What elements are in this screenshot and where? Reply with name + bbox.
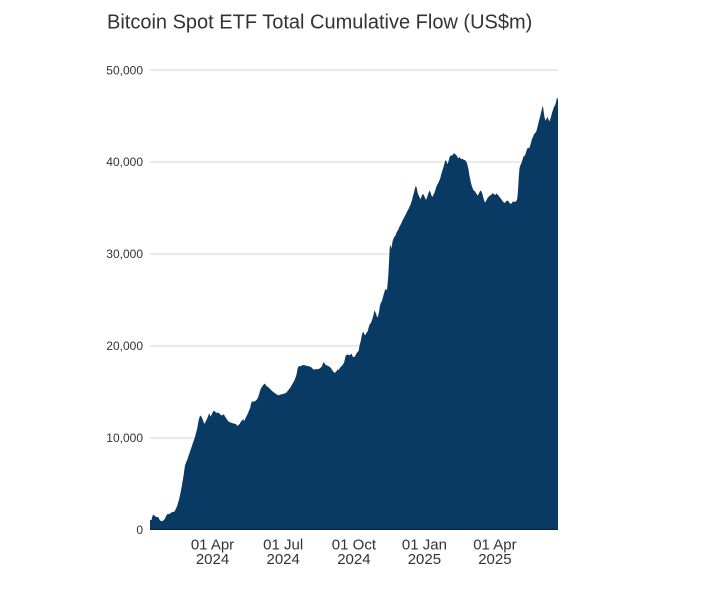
svg-text:2024: 2024 (337, 551, 370, 568)
svg-text:30,000: 30,000 (106, 247, 143, 261)
svg-text:0: 0 (136, 523, 143, 537)
svg-text:2024: 2024 (196, 551, 229, 568)
svg-text:2025: 2025 (478, 551, 511, 568)
svg-text:01 Apr: 01 Apr (191, 536, 234, 553)
svg-text:Bitcoin Spot ETF Total Cumulat: Bitcoin Spot ETF Total Cumulative Flow (… (107, 12, 532, 34)
svg-text:01 Jul: 01 Jul (263, 536, 303, 553)
svg-text:20,000: 20,000 (106, 339, 143, 353)
svg-text:2024: 2024 (267, 551, 300, 568)
svg-text:2025: 2025 (408, 551, 441, 568)
svg-text:01 Jan: 01 Jan (402, 536, 447, 553)
svg-text:01 Apr: 01 Apr (473, 536, 516, 553)
svg-text:40,000: 40,000 (106, 155, 143, 169)
svg-text:01 Oct: 01 Oct (332, 536, 377, 553)
svg-text:10,000: 10,000 (106, 431, 143, 445)
svg-text:50,000: 50,000 (106, 63, 143, 77)
